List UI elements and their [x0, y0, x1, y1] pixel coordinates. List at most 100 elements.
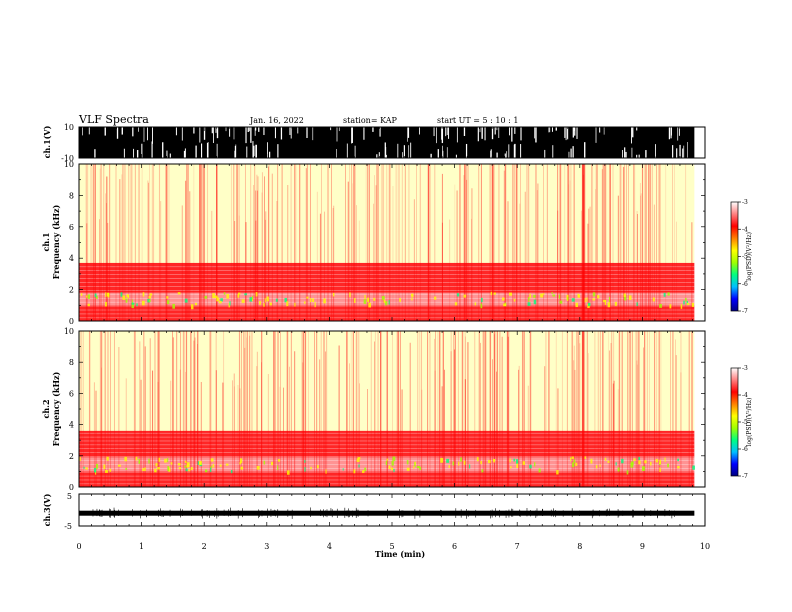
ch1-spectrogram-hotspot: [142, 292, 145, 297]
ch3-waveform-panel: 5 -5 ch.3(V) 0 1 2 3 4 5 6 7 8 9 10 Time (min): [42, 492, 710, 559]
ch1-spectrogram-ticks: [78, 163, 706, 322]
time-axis-tick-label: 7: [515, 542, 520, 551]
ch2-spectrogram-ylabel-line1: ch.2: [41, 399, 51, 418]
ch1-spectrogram-hotspot: [399, 298, 401, 302]
ch2-spectrogram-hotspot: [210, 467, 212, 473]
ch2-spectrogram-hotspot: [167, 466, 170, 471]
ch2-spectrogram-hotspot: [659, 467, 661, 473]
ch1-spectrogram-hotspot: [368, 302, 372, 308]
ch1-spectrogram-hotspot: [228, 302, 230, 308]
ch2-spectrogram-hotspot: [85, 467, 88, 470]
ch1-spectrogram-ytick-label: 10: [64, 160, 74, 169]
ch2-spectrogram-image: [79, 331, 695, 487]
ch1-spectrogram-hotspot: [194, 302, 198, 306]
ch2-spectrogram-hotspot: [325, 469, 327, 474]
time-axis-tick-label: 10: [700, 542, 710, 551]
ch2-spectrogram-hotspot: [458, 461, 460, 466]
ch1-spectrogram-hotspot: [575, 302, 579, 308]
ch2-spectrogram-hotspot: [413, 465, 415, 469]
ch2-spectrogram-hotspot: [476, 457, 479, 462]
ch2-spectrogram-hotspot: [230, 469, 233, 474]
ch2-spectrogram-hotspot: [677, 466, 680, 469]
ch1-spectrogram-hotspot: [311, 298, 315, 302]
ch1-spectrogram-hotspot: [663, 292, 666, 297]
ch2-spectrogram-hotspot: [342, 468, 344, 471]
ch2-spectrogram-hotspot: [83, 466, 85, 469]
ch1-spectrogram-panel: 0 2 4 6 8 10 ch.1 Frequency (kHz) -3 -4 -5 -6 -7 l…: [41, 160, 753, 326]
ch1-spectrogram-hotspot: [323, 298, 326, 304]
ch2-spectrogram-hotspot: [406, 460, 409, 465]
ch1-spectrogram-hotspot: [95, 295, 98, 299]
ch1-spectrogram-hotspot: [275, 298, 278, 302]
ch2-spectrogram-hotspot: [105, 470, 108, 473]
ch2-spectrogram-hotspot: [615, 462, 617, 466]
ch2-spectrogram-hotspot: [142, 468, 145, 472]
ch1-spectrogram-hotspot: [527, 302, 531, 306]
ch2-spectrogram-hotspot: [117, 464, 121, 467]
ch2-spectrogram-colorbar-tick-label: -4: [742, 392, 748, 399]
ch1-spectrogram-hotspot: [255, 292, 258, 297]
ch2-spectrogram-band: [79, 471, 695, 487]
ch2-spectrogram-hotspot: [556, 470, 559, 475]
ch1-spectrogram-band: [79, 164, 695, 263]
ch2-spectrogram-hotspot: [210, 465, 212, 469]
ch2-spectrogram-hotspot: [197, 461, 199, 465]
ch1-spectrogram-hotspot: [509, 292, 512, 296]
ch1-spectrogram-ytick-label: 0: [69, 317, 74, 326]
ch2-spectrogram-hotspot: [633, 458, 636, 462]
ch2-spectrogram-hotspot: [570, 457, 572, 462]
ch2-spectrogram-colorbar-tick-label: -7: [742, 473, 748, 480]
ch2-spectrogram-hotspot: [667, 463, 669, 468]
ch2-spectrogram-hotspot: [599, 464, 601, 467]
ch2-spectrogram-hotspot: [125, 467, 128, 470]
ch2-spectrogram-hotspot: [103, 464, 106, 470]
header-station: station= KAP: [343, 116, 398, 125]
ch1-spectrogram-hotspot: [614, 301, 617, 306]
ch2-spectrogram-hotspot: [184, 460, 187, 463]
ch2-spectrogram-hotspot: [225, 463, 229, 466]
ch2-spectrogram-ytick-label: 6: [69, 389, 74, 398]
ch1-spectrogram-hotspot: [434, 296, 437, 300]
ch1-spectrogram-hotspot: [624, 295, 627, 301]
ch2-spectrogram-hotspot: [617, 467, 620, 472]
ch1-spectrogram-hotspot: [540, 293, 544, 298]
ch2-spectrogram-hotspot: [109, 468, 112, 472]
ch2-spectrogram-hotspot: [513, 458, 516, 462]
ch1-spectrogram-hotspot: [592, 292, 596, 297]
ch1-spectrogram-colorbar-scale: [730, 201, 739, 312]
ch1-spectrogram-hotspot: [249, 297, 253, 302]
ch2-spectrogram-hotspot: [391, 460, 394, 466]
ch1-spectrogram-hotspot: [131, 303, 134, 309]
ch1-spectrogram-hotspot: [105, 292, 107, 297]
ch1-spectrogram-hotspot: [533, 294, 536, 298]
ch1-spectrogram-hotspot: [533, 299, 537, 305]
ch2-spectrogram-colorbar-label: log(PSD)(V²/Hz): [746, 398, 753, 447]
ch1-spectrogram-colorbar-label: log(PSD)(V²/Hz): [746, 232, 753, 281]
ch2-spectrogram-hotspot: [364, 467, 367, 472]
ch1-spectrogram-hotspot: [294, 302, 296, 307]
ch1-spectrogram-hotspot: [141, 300, 145, 306]
ch2-spectrogram-hotspot: [642, 466, 645, 472]
ch1-spectrogram-hotspot: [578, 294, 580, 298]
ch1-spectrogram-hotspot: [364, 294, 366, 299]
ch1-waveform-trace: [79, 127, 695, 158]
ch1-spectrogram-hotspot: [454, 302, 458, 306]
ch1-spectrogram-hotspot: [607, 302, 611, 308]
ch2-spectrogram-hotspot: [256, 466, 260, 470]
ch2-colorbar: -3 -4 -5 -6 -7 log(PSD)(V²/Hz): [730, 365, 753, 480]
ch2-spectrogram-hotspot: [573, 459, 576, 464]
ch1-spectrogram-hotspot: [148, 295, 152, 299]
ch2-spectrogram-hotspot: [655, 459, 658, 463]
time-axis-tick-label: 6: [452, 542, 457, 551]
ch2-spectrogram-hotspot: [170, 462, 173, 465]
ch1-spectrogram-colorbar-tick-label: -5: [742, 254, 748, 261]
ch2-spectrogram-hotspot: [590, 458, 593, 464]
time-axis-tick-label: 0: [76, 542, 81, 551]
ch1-spectrogram-hotspot: [652, 297, 655, 302]
ch2-spectrogram-hotspot: [353, 469, 356, 474]
ch1-spectrogram-hotspot: [87, 294, 90, 299]
ch2-spectrogram-hotspot: [239, 458, 243, 464]
ch2-spectrogram-hotspot: [188, 469, 191, 472]
ch1-spectrogram-hotspot: [552, 294, 556, 297]
ch1-spectrogram-hotspot: [238, 292, 241, 295]
